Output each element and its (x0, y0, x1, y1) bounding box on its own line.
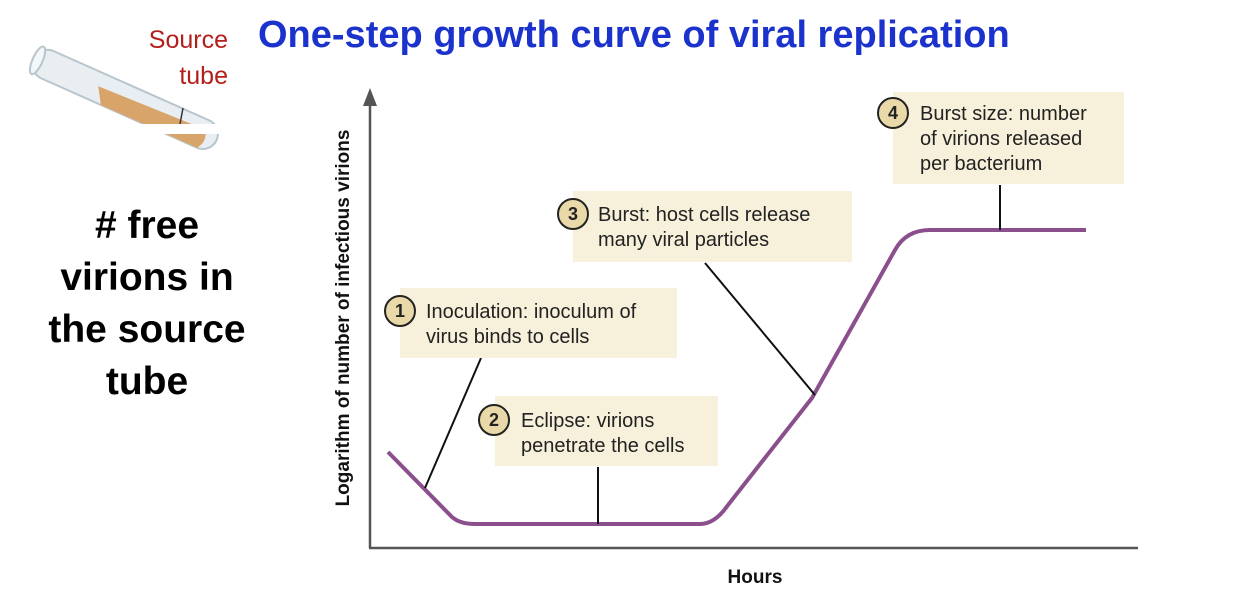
side-caption-line: virions in (60, 256, 234, 299)
callout-burst-size: 4 Burst size: number of virions released… (877, 92, 1124, 184)
x-axis-label: Hours (728, 567, 783, 588)
y-axis-arrow-icon (363, 88, 377, 106)
y-axis-label: Logarithm of number of infectious virion… (333, 130, 354, 507)
slide-title: One-step growth curve of viral replicati… (258, 14, 1010, 56)
svg-text:2: 2 (489, 410, 499, 430)
svg-text:virus binds to cells: virus binds to cells (426, 326, 589, 348)
side-caption-line: # free (94, 204, 200, 247)
growth-curve (386, 228, 1086, 526)
source-tube-label-line2: tube (179, 62, 228, 90)
callout-inoculation: 1 Inoculation: inoculum of virus binds t… (384, 288, 677, 358)
step-badge (557, 198, 589, 230)
callout-burst: 3 Burst: host cells release many viral p… (557, 191, 852, 262)
svg-text:3: 3 (568, 204, 578, 224)
svg-text:Burst: host cells release: Burst: host cells release (598, 204, 810, 226)
source-tube-label-line1: Source (148, 26, 228, 54)
svg-text:Eclipse: virions: Eclipse: virions (521, 410, 654, 432)
svg-text:4: 4 (888, 103, 898, 123)
step-badge (877, 97, 909, 129)
step-badge (478, 404, 510, 436)
svg-text:Inoculation: inoculum of: Inoculation: inoculum of (426, 301, 637, 323)
svg-text:of virions released: of virions released (920, 128, 1082, 150)
svg-text:Burst size: number: Burst size: number (920, 103, 1087, 125)
svg-text:many viral particles: many viral particles (598, 229, 769, 251)
side-caption-line: the source (48, 308, 246, 351)
side-caption-line: tube (105, 360, 189, 403)
svg-text:per bacterium: per bacterium (920, 153, 1042, 175)
callout-eclipse: 2 Eclipse: virions penetrate the cells (478, 396, 718, 466)
svg-text:1: 1 (395, 301, 405, 321)
step-badge (384, 295, 416, 327)
side-caption: # free virions in the source tube (20, 200, 274, 408)
svg-text:penetrate the cells: penetrate the cells (521, 435, 684, 457)
callout-leaders (424, 185, 1001, 524)
